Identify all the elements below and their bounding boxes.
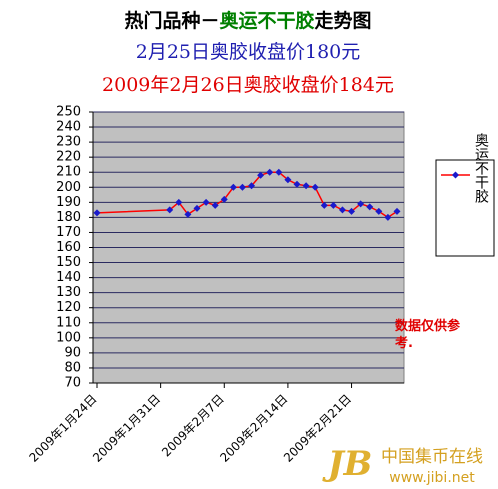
title-part: 奥运不干胶 (219, 9, 314, 32)
data-point (266, 168, 274, 176)
watermark-name: 中国集币在线 (381, 447, 483, 467)
y-tick-label: 100 (56, 330, 81, 345)
data-point (175, 198, 183, 206)
y-tick-label: 220 (56, 150, 81, 165)
data-point (311, 183, 319, 191)
data-point (229, 183, 237, 191)
legend-box (435, 159, 495, 257)
data-point (193, 204, 201, 212)
data-point (184, 210, 192, 218)
y-tick-label: 70 (64, 376, 81, 391)
legend-marker (452, 171, 459, 179)
title-part: 热门品种－ (124, 9, 219, 32)
data-point (275, 168, 283, 176)
data-point (238, 183, 246, 191)
y-tick-label: 240 (56, 120, 81, 135)
y-tick-label: 170 (56, 225, 81, 240)
data-point (302, 182, 310, 190)
legend-label: 奥运不干胶 (473, 132, 489, 204)
data-point (220, 195, 228, 203)
y-tick-label: 160 (56, 240, 81, 255)
subtitle: 2月25日奥胶收盘价180元 (136, 41, 361, 63)
title-part: 走势图 (315, 9, 372, 32)
data-point (338, 206, 346, 214)
data-point (366, 203, 374, 211)
watermark-url: www.jibi.net (389, 470, 475, 486)
data-point (393, 207, 401, 215)
data-point (357, 200, 365, 208)
y-tick-label: 210 (56, 165, 81, 180)
y-tick-label: 200 (56, 180, 81, 195)
data-point (284, 176, 292, 184)
data-point (166, 206, 174, 214)
y-tick-label: 180 (56, 210, 81, 225)
data-point (348, 207, 356, 215)
y-tick-label: 140 (56, 270, 81, 285)
subtitle: 2009年2月26日奥胶收盘价184元 (102, 74, 394, 96)
y-tick-label: 130 (56, 285, 81, 300)
data-point (293, 180, 301, 188)
data-point (384, 213, 392, 221)
data-point (202, 198, 210, 206)
data-point (375, 207, 383, 215)
data-point (257, 171, 265, 179)
y-tick-label: 90 (64, 345, 81, 360)
data-point (329, 201, 337, 209)
y-tick-label: 110 (56, 315, 81, 330)
y-tick-label: 250 (56, 105, 81, 120)
y-tick-label: 80 (64, 360, 81, 375)
chart-title: 热门品种－奥运不干胶走势图 (124, 9, 371, 32)
y-tick-label: 230 (56, 135, 81, 150)
annotation: 数据仅供参考. (395, 319, 461, 351)
data-point (320, 201, 328, 209)
y-tick-label: 190 (56, 195, 81, 210)
logo: JB (322, 444, 373, 484)
data-point (211, 201, 219, 209)
data-point (93, 209, 101, 217)
annotation-wrap: 数据仅供参考. (395, 319, 461, 351)
y-tick-label: 150 (56, 255, 81, 270)
data-point (248, 182, 256, 190)
y-tick-label: 120 (56, 300, 81, 315)
